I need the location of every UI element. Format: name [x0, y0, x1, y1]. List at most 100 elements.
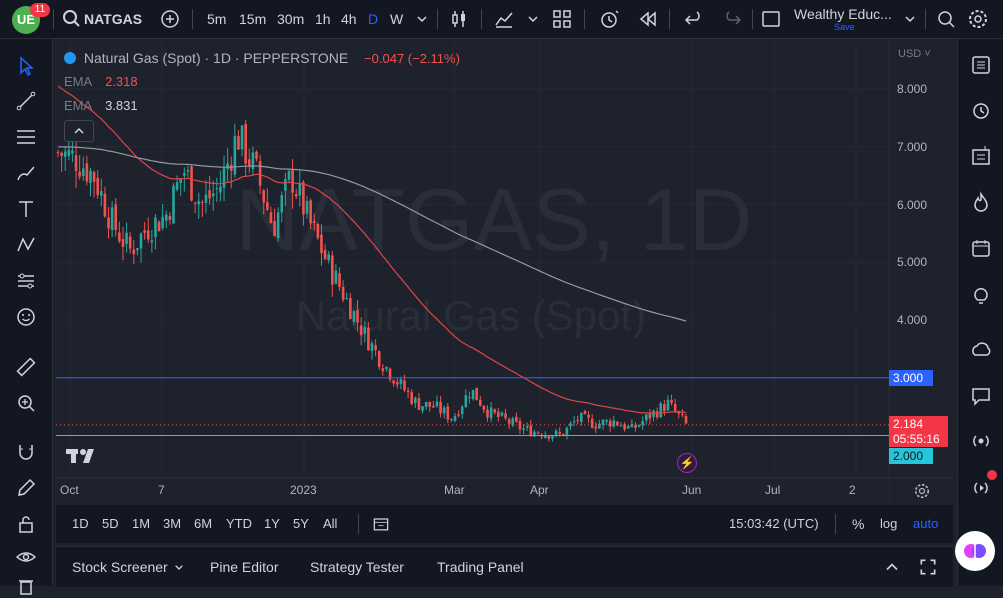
hline-3-price-tag[interactable]: 3.000	[889, 370, 933, 386]
interval-5m[interactable]: 5m	[207, 11, 227, 27]
candle-body	[118, 232, 121, 242]
magnet-icon[interactable]	[14, 440, 38, 464]
time-axis[interactable]	[56, 478, 889, 504]
save-label[interactable]: Save	[834, 22, 855, 32]
notifications-icon[interactable]	[969, 476, 993, 500]
chart-svg[interactable]: NATGAS, 1D Natural Gas (Spot)	[56, 42, 953, 504]
maximize-panel-icon[interactable]	[918, 557, 938, 577]
chevron-up-icon[interactable]	[882, 557, 902, 577]
candle-body	[442, 407, 446, 414]
forecast-icon[interactable]	[14, 269, 38, 293]
compare-plus-icon[interactable]	[158, 7, 182, 31]
hotlists-fire-icon[interactable]	[969, 191, 993, 215]
redo-icon[interactable]	[720, 7, 744, 31]
range-5d[interactable]: 5D	[102, 516, 119, 531]
trash-icon[interactable]	[14, 574, 38, 598]
goto-date-icon[interactable]	[371, 514, 391, 534]
percent-toggle[interactable]: %	[852, 516, 865, 532]
layout-name[interactable]: Wealthy Educ...	[794, 6, 892, 22]
candle-body	[219, 186, 222, 193]
emoji-icon[interactable]	[14, 305, 38, 329]
chevron-down-icon[interactable]	[171, 559, 187, 575]
cursor-icon[interactable]	[14, 54, 38, 78]
zoom-in-icon[interactable]	[14, 391, 38, 415]
candle-body	[363, 326, 367, 334]
candle-body	[110, 207, 114, 231]
hline-2-price-tag[interactable]: 2.000	[889, 448, 933, 464]
symbol-search[interactable]: NATGAS	[84, 11, 143, 27]
candle-body	[648, 412, 652, 419]
alarm-clock-icon[interactable]	[969, 98, 993, 122]
range-6m[interactable]: 6M	[194, 516, 213, 531]
range-ytd[interactable]: YTD	[226, 516, 252, 531]
tradingview-logo-icon[interactable]	[66, 446, 100, 466]
ema-legend-1[interactable]: EMA 2.318	[64, 74, 138, 89]
tab-pine-editor[interactable]: Pine Editor	[210, 559, 279, 575]
chevron-down-icon[interactable]	[521, 7, 545, 31]
clock-timezone[interactable]: 15:03:42 (UTC)	[729, 516, 819, 531]
tab-trading-panel[interactable]: Trading Panel	[437, 559, 524, 575]
chevron-down-icon[interactable]	[898, 7, 922, 31]
auto-toggle[interactable]: auto	[913, 516, 939, 531]
log-toggle[interactable]: log	[880, 516, 898, 531]
interval-w[interactable]: W	[390, 11, 404, 27]
range-1y[interactable]: 1Y	[264, 516, 280, 531]
candle-body	[136, 248, 139, 251]
candle-body	[652, 410, 655, 417]
interval-30m[interactable]: 30m	[277, 11, 305, 27]
candle-body	[132, 249, 136, 255]
undo-icon[interactable]	[682, 7, 706, 31]
candle-body	[71, 150, 74, 154]
legend-title[interactable]: Natural Gas (Spot) · 1D · PEPPERSTONE	[83, 50, 349, 66]
trend-line-icon[interactable]	[14, 89, 38, 113]
quick-search-icon[interactable]	[934, 7, 958, 31]
pencil-lock-icon[interactable]	[14, 476, 38, 500]
replay-icon[interactable]	[636, 7, 660, 31]
chevron-down-icon[interactable]	[410, 7, 434, 31]
candle-body	[168, 216, 172, 221]
ideas-bulb-icon[interactable]	[969, 283, 993, 307]
data-window-icon[interactable]	[969, 144, 993, 168]
currency-selector[interactable]: USD ˅	[898, 48, 931, 60]
range-3m[interactable]: 3M	[163, 516, 182, 531]
horizontal-lines-icon[interactable]	[14, 125, 38, 149]
lightning-event-icon[interactable]: ⚡	[677, 453, 697, 473]
ruler-icon[interactable]	[14, 355, 38, 379]
streams-icon[interactable]	[969, 338, 993, 362]
text-icon[interactable]	[14, 197, 38, 221]
candle-body	[201, 201, 204, 203]
tab-stock-screener[interactable]: Stock Screener	[72, 559, 168, 575]
alert-clock-icon[interactable]	[597, 7, 621, 31]
tab-strategy-tester[interactable]: Strategy Tester	[310, 559, 404, 575]
last-price-tag[interactable]: 2.184	[889, 416, 948, 432]
layout-grid-icon[interactable]	[550, 7, 574, 31]
chart-settings-gear-icon[interactable]	[912, 481, 932, 501]
indicators-icon[interactable]	[492, 7, 516, 31]
search-icon[interactable]	[60, 7, 84, 31]
settings-gear-icon[interactable]	[966, 7, 990, 31]
range-5y[interactable]: 5Y	[293, 516, 309, 531]
interval-4h[interactable]: 4h	[341, 11, 357, 27]
chat-icon[interactable]	[969, 384, 993, 408]
pattern-icon[interactable]	[14, 233, 38, 257]
interval-15m[interactable]: 15m	[239, 11, 267, 27]
candle-body	[478, 399, 482, 406]
interval-d[interactable]: D	[368, 11, 379, 27]
chart-pane[interactable]: NATGAS, 1D Natural Gas (Spot) Natural Ga…	[56, 42, 953, 504]
collapse-legend-button[interactable]	[64, 120, 94, 142]
eye-icon[interactable]	[14, 545, 38, 569]
range-all[interactable]: All	[323, 516, 338, 531]
assistant-brain-icon[interactable]	[955, 531, 995, 571]
ema-legend-2[interactable]: EMA 3.831	[64, 98, 138, 113]
brush-icon[interactable]	[14, 161, 38, 185]
candle-body	[432, 405, 435, 408]
interval-1h[interactable]: 1h	[315, 11, 331, 27]
calendar-icon[interactable]	[969, 236, 993, 260]
range-1m[interactable]: 1M	[132, 516, 151, 531]
range-1d[interactable]: 1D	[72, 516, 89, 531]
lock-icon[interactable]	[14, 512, 38, 536]
watchlist-icon[interactable]	[969, 53, 993, 77]
broadcast-icon[interactable]	[969, 429, 993, 453]
candles-icon[interactable]	[447, 7, 471, 31]
fullscreen-box-icon[interactable]	[759, 7, 783, 31]
